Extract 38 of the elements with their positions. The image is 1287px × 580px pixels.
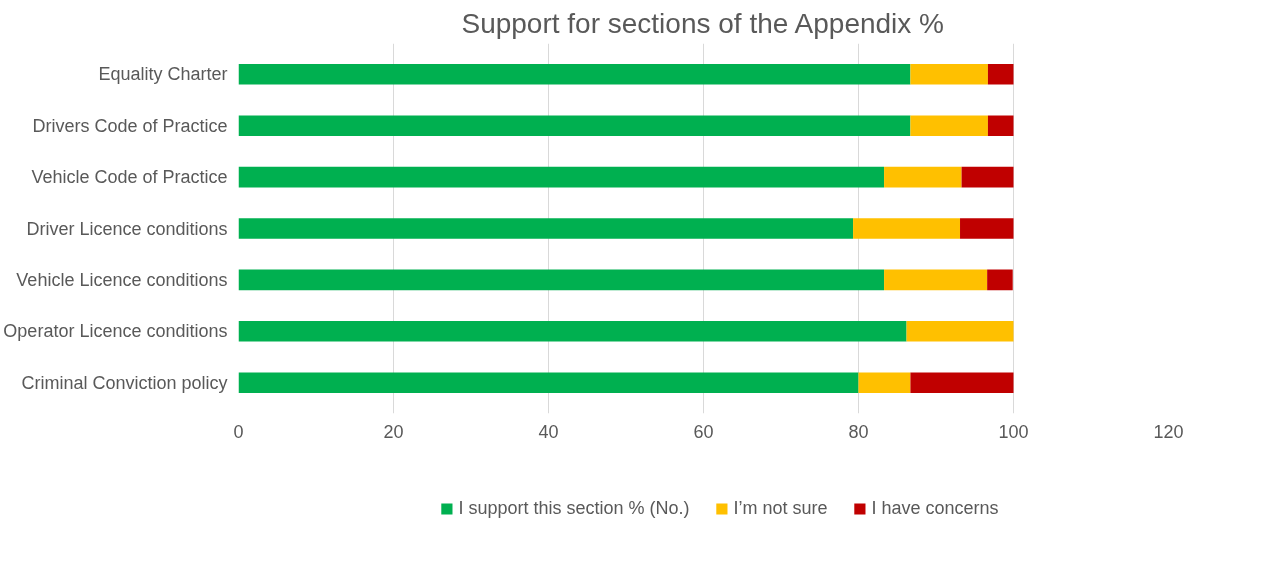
bar <box>884 166 962 188</box>
bar <box>910 115 988 136</box>
bar <box>238 372 859 393</box>
chart-title: Support for sections of the Appendix % <box>461 7 944 39</box>
x-tick-label: 20 <box>383 421 404 442</box>
y-tick-label: Vehicle Code of Practice <box>31 167 228 188</box>
bar <box>238 321 907 342</box>
x-tick-label: 0 <box>233 421 244 442</box>
bar <box>987 269 1013 291</box>
legend-label: I support this section % (No.) <box>458 497 690 519</box>
y-tick-label: Vehicle Licence conditions <box>16 269 228 290</box>
x-tick-label: 40 <box>538 421 559 442</box>
x-tick-label: 120 <box>1153 421 1184 442</box>
x-tick-label: 80 <box>848 421 869 442</box>
bar <box>238 218 854 239</box>
x-tick-label: 100 <box>998 421 1029 442</box>
bar <box>884 269 988 291</box>
bar <box>238 166 885 188</box>
y-tick-label: Criminal Conviction policy <box>21 372 228 393</box>
bar <box>910 372 1014 393</box>
y-tick-label: Equality Charter <box>98 64 228 85</box>
legend-label: I have concerns <box>871 497 999 519</box>
bar <box>910 64 988 85</box>
legend-label: I’m not sure <box>733 497 828 519</box>
bar <box>906 321 1014 342</box>
bar <box>853 218 961 239</box>
bar <box>961 166 1014 188</box>
y-tick-label: Drivers Code of Practice <box>32 115 228 136</box>
bar <box>238 115 911 136</box>
y-tick-label: Operator Licence conditions <box>3 321 228 342</box>
x-tick-label: 60 <box>693 421 714 442</box>
bar <box>987 115 1014 136</box>
y-tick-label: Driver Licence conditions <box>26 218 228 239</box>
bar <box>858 372 911 393</box>
bar <box>960 218 1014 239</box>
bar <box>987 64 1014 85</box>
bar <box>238 269 885 291</box>
bar <box>238 64 911 85</box>
